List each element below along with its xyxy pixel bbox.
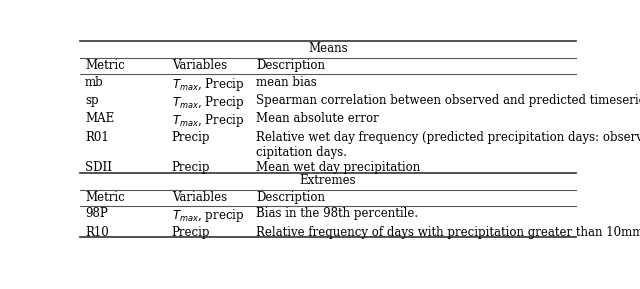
Text: Relative wet day frequency (predicted precipitation days: observed pre-
cipitati: Relative wet day frequency (predicted pr… bbox=[256, 131, 640, 159]
Text: R10: R10 bbox=[85, 226, 109, 239]
Text: $T_{max}$, Precip: $T_{max}$, Precip bbox=[172, 76, 244, 93]
Text: mean bias: mean bias bbox=[256, 76, 317, 89]
Text: $T_{max}$, Precip: $T_{max}$, Precip bbox=[172, 94, 244, 111]
Text: Extremes: Extremes bbox=[300, 174, 356, 187]
Text: Relative frequency of days with precipitation greater than 10mm: Relative frequency of days with precipit… bbox=[256, 226, 640, 239]
Text: Means: Means bbox=[308, 42, 348, 55]
Text: Variables: Variables bbox=[172, 191, 227, 204]
Text: Precip: Precip bbox=[172, 161, 211, 174]
Text: Spearman correlation between observed and predicted timeseries: Spearman correlation between observed an… bbox=[256, 94, 640, 107]
Text: Metric: Metric bbox=[85, 59, 125, 72]
Text: $T_{max}$, Precip: $T_{max}$, Precip bbox=[172, 112, 244, 129]
Text: Mean wet day precipitation: Mean wet day precipitation bbox=[256, 161, 420, 174]
Text: Precip: Precip bbox=[172, 131, 211, 144]
Text: Precip: Precip bbox=[172, 226, 211, 239]
Text: Mean absolute error: Mean absolute error bbox=[256, 112, 379, 125]
Text: R01: R01 bbox=[85, 131, 109, 144]
Text: Description: Description bbox=[256, 191, 325, 204]
Text: sp: sp bbox=[85, 94, 99, 107]
Text: Variables: Variables bbox=[172, 59, 227, 72]
Text: Metric: Metric bbox=[85, 191, 125, 204]
Text: 98P: 98P bbox=[85, 208, 108, 221]
Text: MAE: MAE bbox=[85, 112, 114, 125]
Text: Description: Description bbox=[256, 59, 325, 72]
Text: Bias in the 98th percentile.: Bias in the 98th percentile. bbox=[256, 208, 418, 221]
Text: SDII: SDII bbox=[85, 161, 112, 174]
Text: $T_{max}$, precip: $T_{max}$, precip bbox=[172, 208, 244, 224]
Text: mb: mb bbox=[85, 76, 104, 89]
